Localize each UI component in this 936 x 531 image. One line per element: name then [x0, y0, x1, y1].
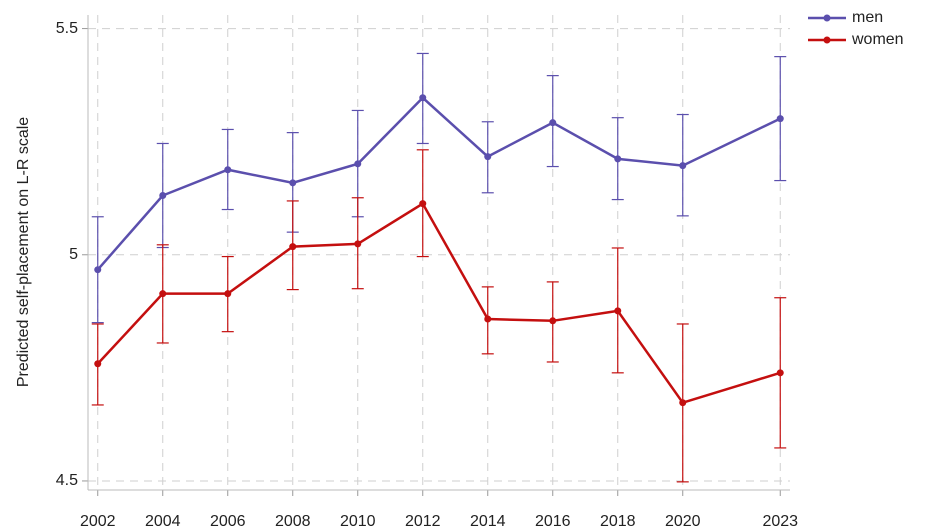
x-tick-label: 2006: [210, 513, 246, 530]
point: [224, 166, 232, 174]
point: [354, 160, 362, 168]
legend-marker: [823, 14, 831, 22]
x-tick-label: 2004: [145, 513, 181, 530]
point: [94, 360, 102, 368]
x-tick-label: 2023: [762, 513, 798, 530]
y-tick-label: 5: [69, 246, 78, 263]
point: [224, 290, 232, 298]
series-line: [96, 96, 781, 271]
x-tick-label: 2010: [340, 513, 376, 530]
point: [94, 266, 102, 274]
x-tick-label: 2016: [535, 513, 571, 530]
point: [419, 200, 427, 208]
x-tick-label: 2020: [665, 513, 701, 530]
series-line: [96, 201, 781, 405]
x-tick-label: 2012: [405, 513, 441, 530]
point: [159, 290, 167, 298]
point: [289, 179, 297, 187]
point: [776, 369, 784, 377]
point: [159, 192, 167, 199]
point: [419, 94, 427, 102]
point: [484, 315, 492, 323]
point: [289, 243, 297, 251]
x-tick-label: 2014: [470, 513, 506, 530]
y-axis-label: Predicted self-placement on L-R scale: [15, 117, 32, 387]
point: [679, 162, 687, 170]
x-tick-label: 2008: [275, 513, 311, 530]
x-tick-label: 2018: [600, 513, 636, 530]
point: [776, 115, 784, 123]
point: [549, 119, 557, 127]
legend-label: men: [852, 9, 883, 26]
x-tick-label: 2002: [80, 513, 116, 530]
point: [679, 399, 687, 407]
point: [484, 153, 492, 161]
point: [354, 240, 362, 248]
legend-label: women: [851, 31, 904, 48]
point: [614, 155, 622, 163]
y-tick-label: 5.5: [56, 20, 78, 37]
point: [614, 307, 622, 315]
y-tick-label: 4.5: [56, 472, 78, 489]
legend-marker: [823, 36, 831, 44]
point: [549, 317, 557, 325]
